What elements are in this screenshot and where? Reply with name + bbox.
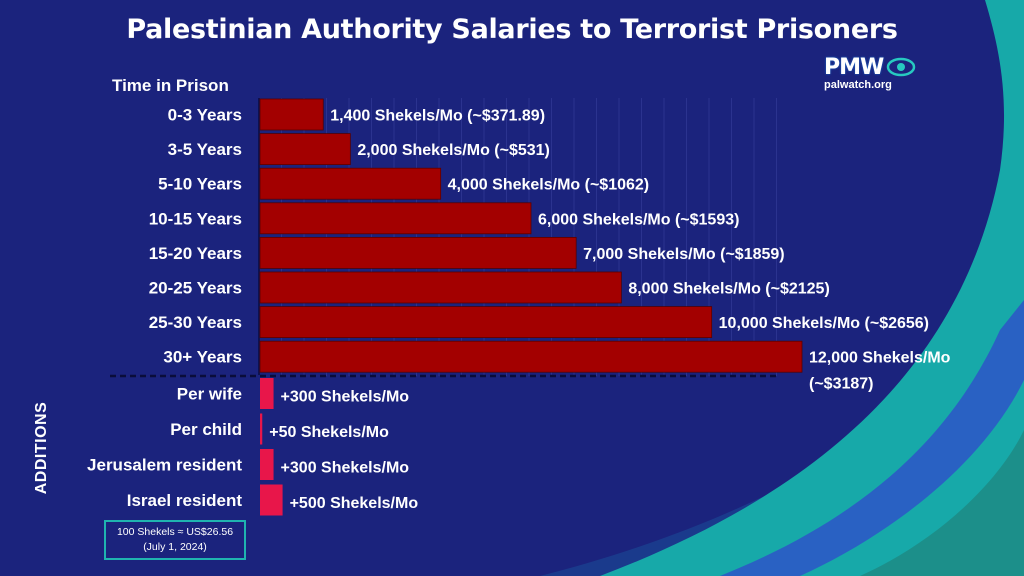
bar bbox=[259, 167, 442, 200]
bar bbox=[260, 413, 263, 445]
bar bbox=[259, 236, 577, 269]
additions-label: ADDITIONS bbox=[33, 401, 50, 495]
exchange-rate-date: (July 1, 2024) bbox=[143, 541, 207, 553]
category-label: Per child bbox=[170, 420, 242, 439]
bar bbox=[259, 306, 713, 339]
category-label: Jerusalem resident bbox=[87, 456, 242, 475]
bar bbox=[260, 484, 283, 516]
data-label: 1,400 Shekels/Mo (~$371.89) bbox=[330, 108, 545, 125]
category-label: 25-30 Years bbox=[149, 313, 242, 332]
data-label: 6,000 Shekels/Mo (~$1593) bbox=[538, 211, 739, 228]
data-label: +300 Shekels/Mo bbox=[281, 460, 410, 477]
data-label: 8,000 Shekels/Mo (~$2125) bbox=[628, 281, 829, 298]
exchange-rate-note: 100 Shekels ≈ US$26.56 (July 1, 2024) bbox=[104, 520, 246, 560]
data-label: 12,000 Shekels/Mo (~$3187) bbox=[809, 350, 951, 393]
background-curve-teal bbox=[600, 0, 1024, 576]
bar bbox=[259, 98, 324, 131]
bar bbox=[259, 133, 351, 166]
category-label: Per wife bbox=[177, 385, 242, 404]
logo-text: PMW bbox=[824, 55, 884, 80]
category-label: 5-10 Years bbox=[158, 175, 242, 194]
category-label: 10-15 Years bbox=[149, 209, 242, 228]
eye-icon bbox=[886, 57, 916, 77]
chart-title: Palestinian Authority Salaries to Terror… bbox=[126, 14, 898, 45]
category-label: Israel resident bbox=[127, 491, 243, 510]
exchange-rate-text: 100 Shekels ≈ US$26.56 bbox=[116, 526, 234, 538]
category-label: 15-20 Years bbox=[149, 244, 242, 263]
background-curve-green bbox=[860, 430, 1024, 576]
bar bbox=[259, 340, 803, 373]
background-curve-blue bbox=[720, 300, 1024, 576]
data-label: 10,000 Shekels/Mo (~$2656) bbox=[719, 315, 929, 332]
data-label: +500 Shekels/Mo bbox=[290, 495, 419, 512]
bar bbox=[259, 202, 532, 235]
data-label: +300 Shekels/Mo bbox=[281, 389, 410, 406]
bar bbox=[260, 449, 274, 480]
category-label: 20-25 Years bbox=[149, 279, 242, 298]
data-label-line: (~$3187) bbox=[809, 376, 874, 393]
data-label-line: 12,000 Shekels/Mo bbox=[809, 350, 951, 367]
category-label: 3-5 Years bbox=[168, 140, 242, 159]
bar bbox=[259, 271, 622, 304]
category-label: 30+ Years bbox=[163, 348, 242, 367]
data-label: 7,000 Shekels/Mo (~$1859) bbox=[583, 246, 784, 263]
y-axis-label: Time in Prison bbox=[112, 76, 229, 95]
logo-url: palwatch.org bbox=[824, 79, 892, 91]
data-label: 2,000 Shekels/Mo (~$531) bbox=[357, 142, 550, 159]
bar bbox=[260, 378, 274, 409]
pmw-logo: PMW palwatch.org bbox=[820, 52, 924, 98]
data-label: 4,000 Shekels/Mo (~$1062) bbox=[448, 177, 649, 194]
category-label: 0-3 Years bbox=[168, 106, 242, 125]
data-label: +50 Shekels/Mo bbox=[269, 424, 389, 441]
